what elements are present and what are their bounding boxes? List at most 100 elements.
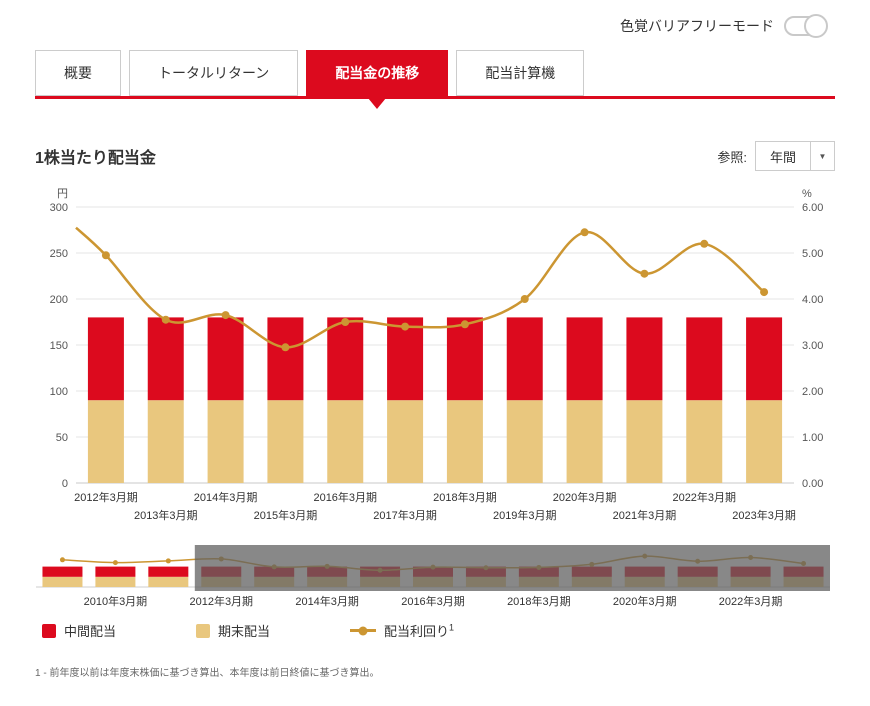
nav-x-axis-label: 2020年3月期 [613, 594, 677, 608]
legend-label-yield: 配当利回り1 [384, 622, 455, 639]
x-axis-label: 2019年3月期 [493, 508, 557, 522]
bar-interim-dividend [387, 317, 424, 401]
right-axis-tick: 4.00 [802, 294, 823, 306]
dividend-chart-area: 0 50 100 150 200 250 300 0.00 1.00 2.00 3.00 4.00 5.… [30, 183, 840, 531]
period-select[interactable]: 年間 ▼ [754, 141, 835, 171]
x-axis-label: 2012年3月期 [74, 490, 138, 504]
bar-interim-dividend [446, 317, 483, 401]
nav-bar-final [95, 576, 136, 587]
legend-item-interim[interactable]: 中間配当 [42, 621, 116, 640]
bar-final-dividend [686, 400, 723, 483]
left-axis-tick: 0 [62, 478, 68, 490]
a11y-toggle-label: 色覚バリアフリーモード [620, 18, 774, 34]
yield-marker [221, 311, 230, 320]
a11y-toggle-knob [804, 14, 828, 38]
nav-bar-interim [95, 566, 136, 577]
yield-marker [161, 315, 170, 324]
chart-legend: 中間配当 期末配当 配当利回り1 [42, 621, 870, 640]
legend-swatch-yield [350, 626, 377, 635]
nav-yield-marker [165, 558, 171, 564]
nav-yield-marker [112, 560, 118, 566]
bar-final-dividend [147, 400, 184, 483]
bar-final-dividend [327, 400, 364, 483]
tab-dividend-calculator[interactable]: 配当計算機 [456, 50, 585, 96]
bar-final-dividend [267, 400, 304, 483]
yield-marker [760, 288, 769, 297]
bar-interim-dividend [87, 317, 124, 401]
right-axis-tick: 0.00 [802, 478, 823, 490]
nav-x-axis-label: 2010年3月期 [84, 594, 148, 608]
x-axis-label: 2021年3月期 [613, 508, 677, 522]
x-axis-label: 2014年3月期 [194, 490, 258, 504]
yield-marker [520, 295, 529, 303]
bar-final-dividend [566, 400, 603, 483]
nav-bar-interim [148, 566, 189, 577]
accessibility-bar: 色覚バリアフリーモード [0, 0, 870, 38]
nav-bar-final [148, 576, 189, 587]
bar-final-dividend [87, 400, 124, 483]
yield-marker [460, 320, 469, 329]
right-axis-tick: 6.00 [802, 202, 823, 214]
footnote: 1 - 前年度以前は年度末株価に基づき算出、本年度は前日終値に基づき算出。 [35, 668, 380, 679]
legend-label-final: 期末配当 [218, 624, 271, 639]
yield-marker [281, 343, 290, 352]
right-axis-tick: 3.00 [802, 340, 823, 352]
bar-interim-dividend [327, 317, 364, 401]
x-axis-label: 2022年3月期 [672, 490, 736, 504]
period-select-value: 年間 [769, 149, 796, 165]
bar-interim-dividend [566, 317, 603, 401]
left-axis-tick: 150 [50, 340, 68, 352]
bar-final-dividend [387, 400, 424, 483]
bar-final-dividend [746, 400, 783, 483]
bar-interim-dividend [686, 317, 723, 401]
nav-x-axis-label: 2022年3月期 [719, 594, 783, 608]
x-axis-label: 2020年3月期 [553, 490, 617, 504]
range-navigator[interactable]: 2010年3月期 2012年3月期 2014年3月期 2016年3月期 2018年3月期… [30, 545, 840, 611]
legend-swatch-interim [42, 623, 56, 638]
tab-total-return[interactable]: トータルリターン [129, 50, 299, 96]
nav-selected-range-mask [194, 545, 831, 591]
a11y-toggle[interactable] [784, 14, 828, 38]
legend-item-final[interactable]: 期末配当 [196, 621, 270, 640]
x-axis-label: 2016年3月期 [313, 490, 377, 504]
x-axis-label: 2023年3月期 [732, 508, 796, 522]
right-axis-tick: 2.00 [802, 386, 823, 398]
tab-overview[interactable]: 概要 [35, 50, 121, 96]
x-axis-label: 2018年3月期 [433, 490, 497, 504]
nav-x-axis-label: 2012年3月期 [189, 594, 253, 608]
bar-interim-dividend [746, 317, 783, 401]
page-title: 1株当たり配当金 [35, 150, 156, 167]
yield-marker [341, 318, 350, 326]
bar-final-dividend [207, 400, 244, 483]
nav-yield-marker [59, 557, 65, 563]
legend-label-interim: 中間配当 [64, 624, 117, 639]
left-axis-tick: 100 [50, 386, 68, 398]
x-axis-label: 2017年3月期 [373, 508, 437, 522]
yield-marker [580, 228, 589, 237]
left-axis-unit: 円 [57, 188, 68, 200]
left-axis-tick: 200 [50, 294, 68, 306]
bar-final-dividend [446, 400, 483, 483]
bar-interim-dividend [147, 317, 184, 401]
left-axis-tick: 250 [50, 248, 68, 260]
yield-marker [640, 269, 649, 278]
legend-item-yield[interactable]: 配当利回り1 [350, 621, 454, 640]
reference-label: 参照: [717, 149, 747, 165]
tab-underline [35, 96, 835, 99]
yield-marker [700, 239, 709, 248]
bar-interim-dividend [626, 317, 663, 401]
bar-interim-dividend [267, 317, 304, 401]
nav-bar-final [42, 576, 83, 587]
right-axis-unit: % [802, 188, 812, 200]
right-axis-tick: 5.00 [802, 248, 823, 260]
reference-control: 参照: 年間 ▼ [717, 141, 835, 171]
nav-x-axis-label: 2018年3月期 [507, 594, 571, 608]
nav-x-axis-label: 2014年3月期 [295, 594, 359, 608]
x-axis-label: 2013年3月期 [134, 508, 198, 522]
tab-dividend-trend[interactable]: 配当金の推移 [306, 50, 449, 96]
range-navigator-area: 2010年3月期 2012年3月期 2014年3月期 2016年3月期 2018年3月期… [30, 545, 840, 611]
bar-interim-dividend [506, 317, 543, 401]
left-axis-tick: 50 [56, 432, 68, 444]
section-head: 1株当たり配当金 参照: 年間 ▼ [35, 141, 835, 171]
legend-swatch-final [196, 623, 211, 638]
